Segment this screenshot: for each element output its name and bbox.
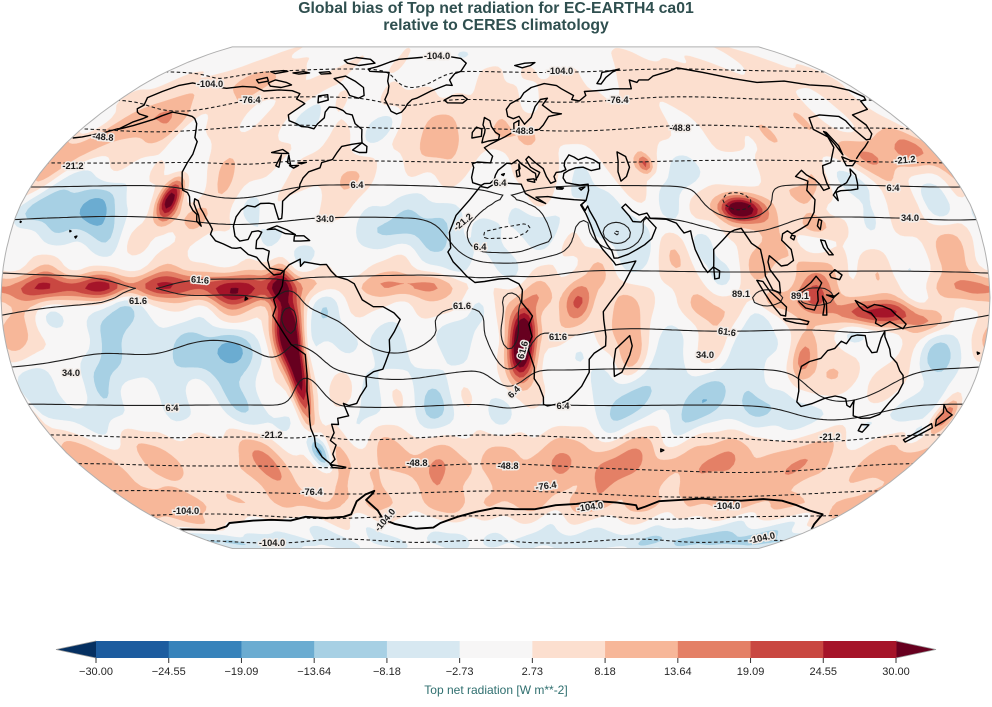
svg-text:89.1: 89.1 [732, 289, 750, 299]
svg-text:-104.0: -104.0 [714, 501, 740, 511]
svg-text:61.6: 61.6 [453, 301, 471, 311]
svg-text:-76.4: -76.4 [301, 487, 323, 497]
svg-text:relative to CERES climatology: relative to CERES climatology [383, 17, 609, 34]
svg-text:6.4: 6.4 [494, 178, 508, 188]
svg-text:−30.00: −30.00 [79, 666, 113, 678]
svg-text:-104.0: -104.0 [424, 51, 450, 61]
svg-text:-21.2: -21.2 [62, 161, 83, 171]
svg-text:13.64: 13.64 [664, 666, 692, 678]
svg-text:−19.09: −19.09 [224, 666, 258, 678]
svg-text:34.0: 34.0 [316, 214, 334, 224]
svg-text:-48.8: -48.8 [669, 123, 690, 133]
svg-text:−8.18: −8.18 [373, 666, 401, 678]
svg-text:61.6: 61.6 [129, 296, 147, 306]
svg-text:Global bias of Top net radiati: Global bias of Top net radiation for EC-… [298, 0, 694, 17]
svg-text:34.0: 34.0 [901, 213, 919, 223]
svg-text:8.18: 8.18 [594, 666, 615, 678]
svg-text:61.6: 61.6 [191, 274, 210, 286]
svg-text:6.4: 6.4 [557, 401, 571, 411]
svg-text:-21.2: -21.2 [261, 430, 282, 440]
svg-text:-48.8: -48.8 [406, 458, 427, 468]
svg-text:89.1: 89.1 [791, 291, 809, 301]
svg-text:6.4: 6.4 [351, 180, 365, 190]
svg-text:34.0: 34.0 [62, 368, 80, 378]
svg-text:-76.4: -76.4 [607, 95, 629, 105]
svg-text:-104.0: -104.0 [197, 79, 223, 89]
svg-text:-48.8: -48.8 [512, 126, 533, 136]
svg-text:-76.4: -76.4 [239, 95, 261, 105]
svg-text:Top net radiation [W m**-2]: Top net radiation [W m**-2] [424, 683, 567, 697]
svg-text:-48.8: -48.8 [497, 461, 518, 471]
svg-text:19.09: 19.09 [737, 666, 765, 678]
svg-text:−24.55: −24.55 [152, 666, 186, 678]
svg-text:34.0: 34.0 [696, 350, 714, 360]
svg-text:-104.0: -104.0 [173, 506, 199, 516]
svg-text:61.6: 61.6 [549, 332, 567, 342]
svg-text:-21.2: -21.2 [894, 154, 916, 166]
svg-text:-104.0: -104.0 [259, 538, 285, 548]
svg-text:2.73: 2.73 [522, 666, 543, 678]
svg-text:6.4: 6.4 [887, 183, 901, 193]
svg-text:−13.64: −13.64 [297, 666, 331, 678]
svg-text:61.6: 61.6 [717, 326, 736, 338]
svg-text:24.55: 24.55 [810, 666, 838, 678]
svg-text:30.00: 30.00 [882, 666, 910, 678]
svg-text:-104.0: -104.0 [547, 66, 573, 76]
svg-text:-48.8: -48.8 [92, 131, 114, 143]
svg-text:6.4: 6.4 [474, 242, 488, 252]
svg-text:6.4: 6.4 [166, 403, 180, 413]
svg-text:-76.4: -76.4 [535, 479, 558, 492]
svg-text:-21.2: -21.2 [819, 432, 840, 442]
svg-text:−2.73: −2.73 [446, 666, 474, 678]
